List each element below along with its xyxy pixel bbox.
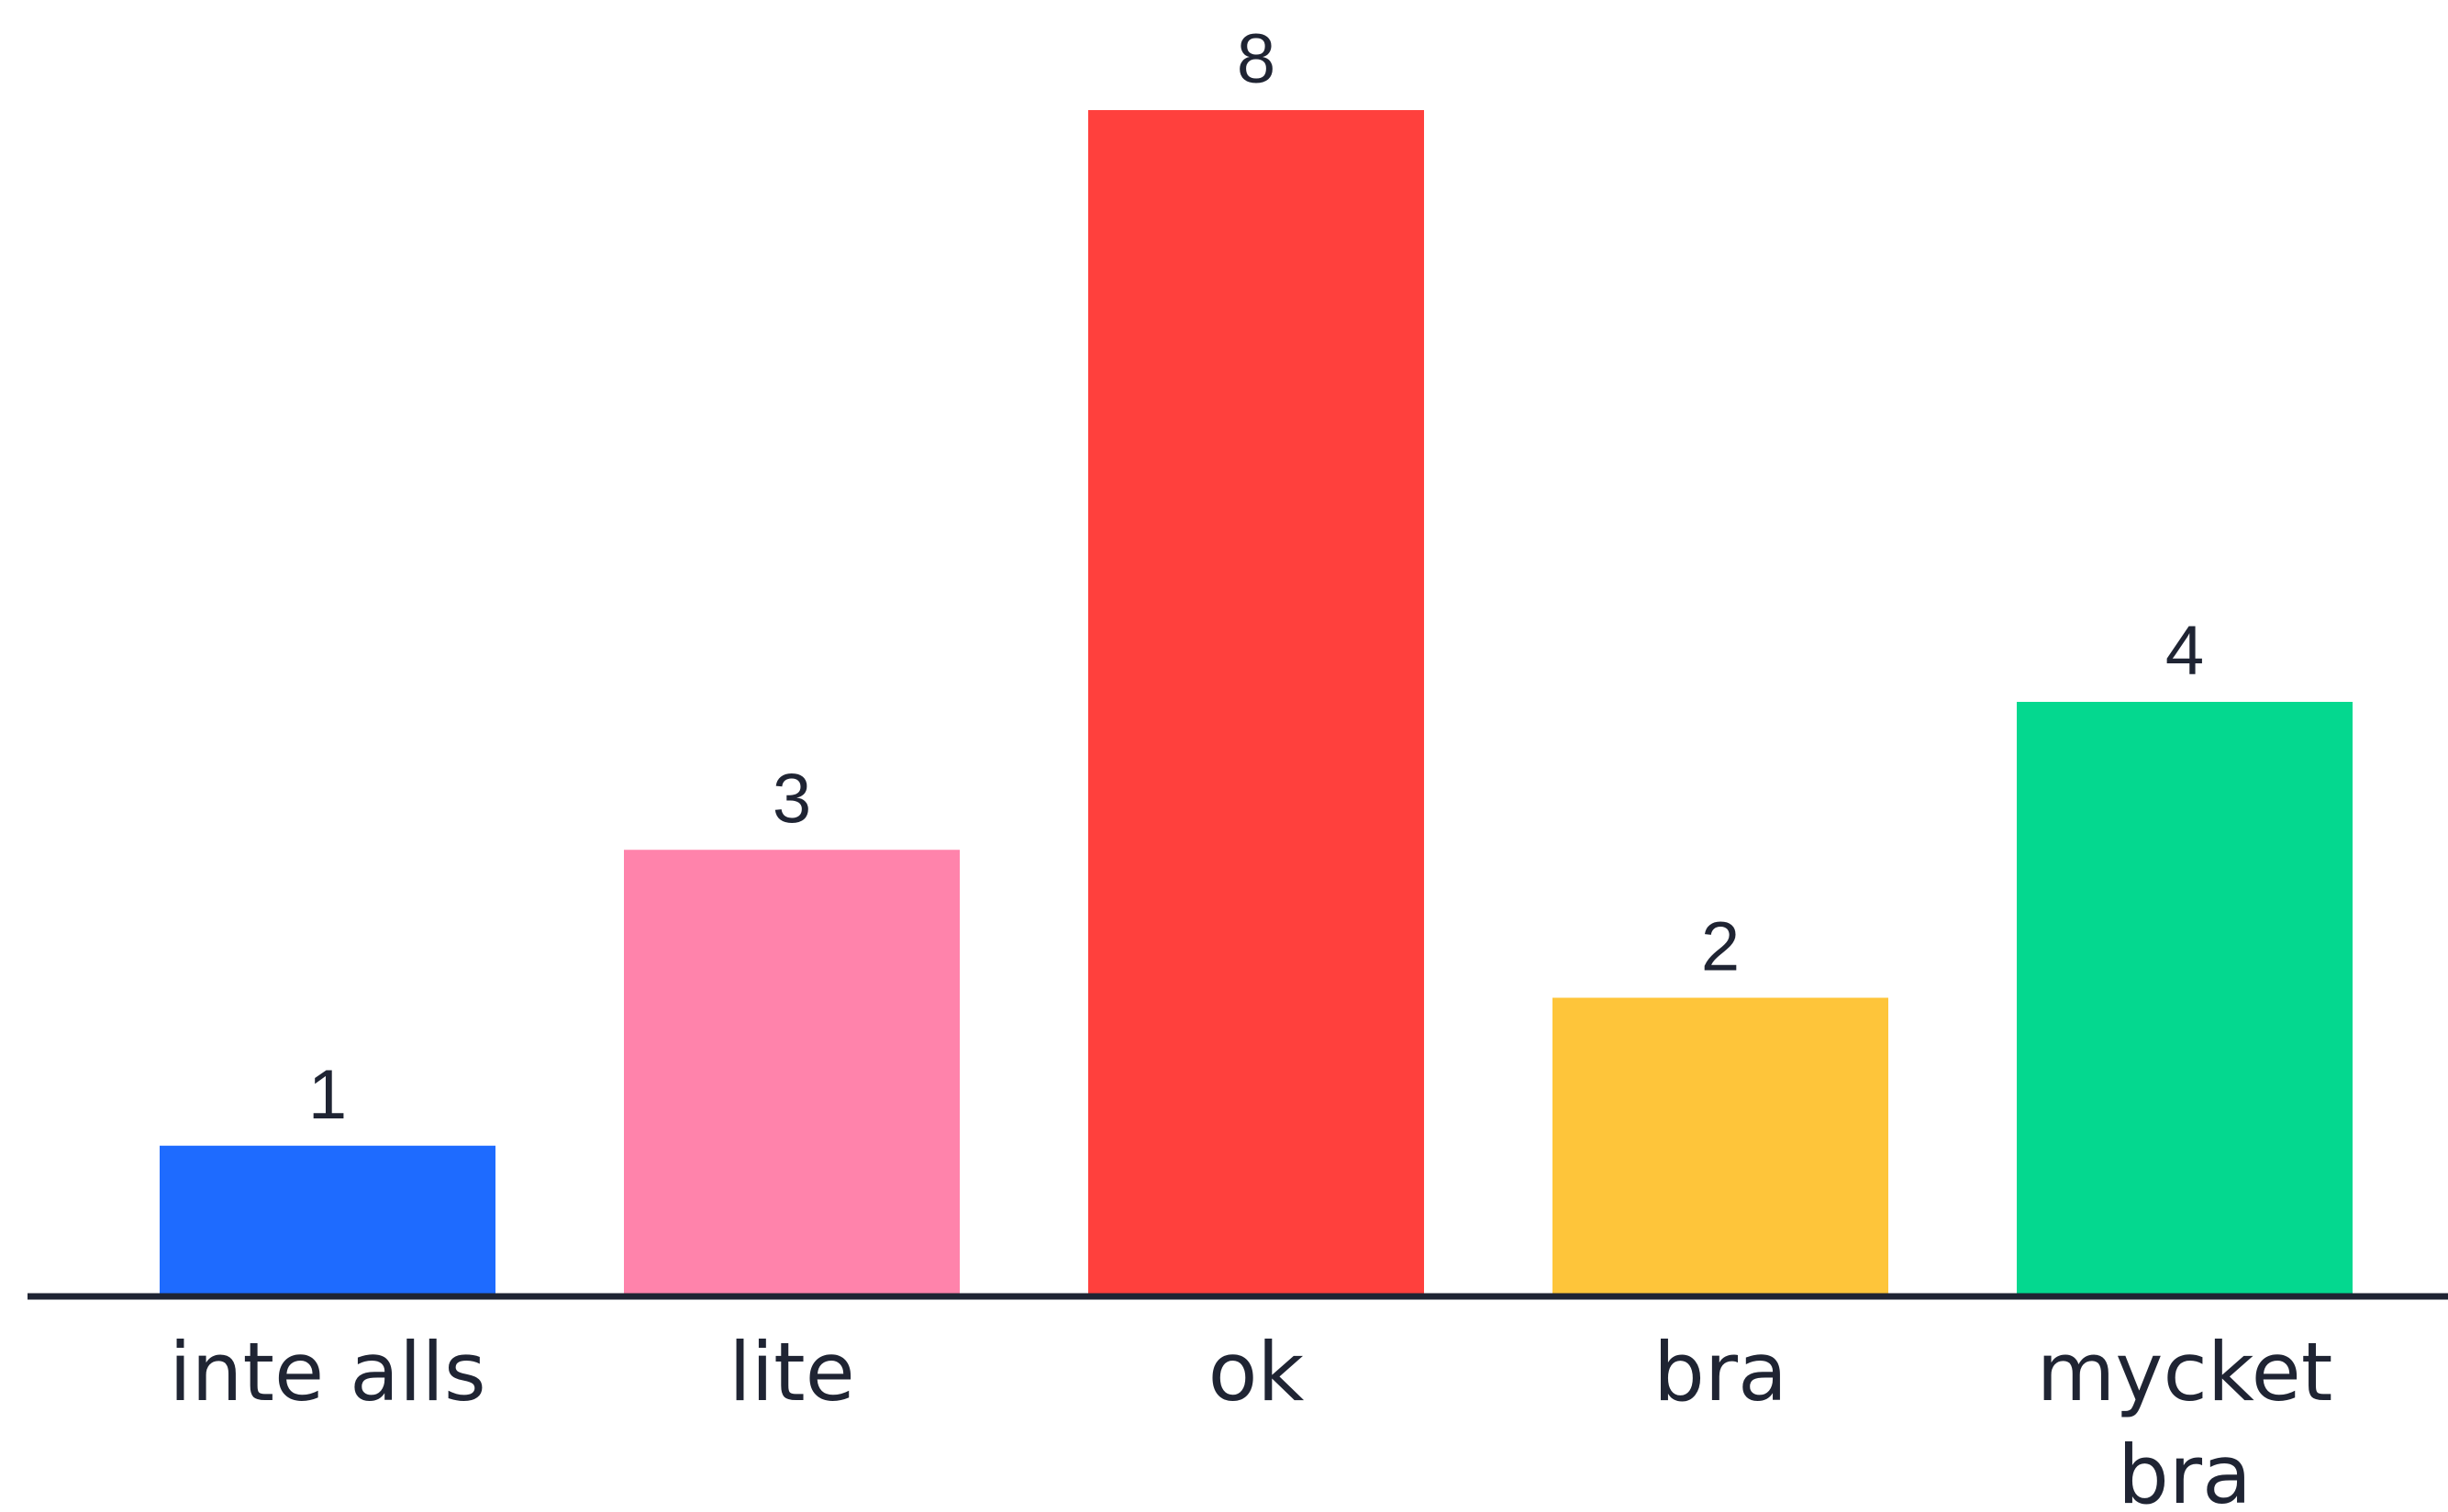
category-label-0: inte alls bbox=[169, 1325, 486, 1419]
bar-3 bbox=[1552, 997, 1888, 1294]
value-label-4: 4 bbox=[2165, 612, 2204, 690]
category-label-1: lite bbox=[729, 1325, 855, 1419]
bars-group bbox=[160, 110, 2353, 1294]
category-label-2: ok bbox=[1208, 1325, 1305, 1419]
category-label-3: bra bbox=[1653, 1325, 1787, 1419]
value-label-1: 3 bbox=[773, 760, 811, 838]
category-label-4-line-1: bra bbox=[2118, 1428, 2252, 1512]
category-label-4-line-0: mycket bbox=[2037, 1325, 2333, 1419]
bar-2 bbox=[1088, 110, 1424, 1294]
value-label-0: 1 bbox=[308, 1056, 347, 1134]
value-label-2: 8 bbox=[1237, 20, 1275, 98]
bar-0 bbox=[160, 1145, 495, 1294]
bar-1 bbox=[624, 850, 960, 1294]
value-label-3: 2 bbox=[1701, 908, 1740, 986]
category-labels-group: inte alls lite ok bra mycket bra bbox=[169, 1325, 2332, 1512]
bar-4 bbox=[2017, 702, 2353, 1294]
value-labels-group: 1 3 8 2 4 bbox=[308, 20, 2204, 1134]
